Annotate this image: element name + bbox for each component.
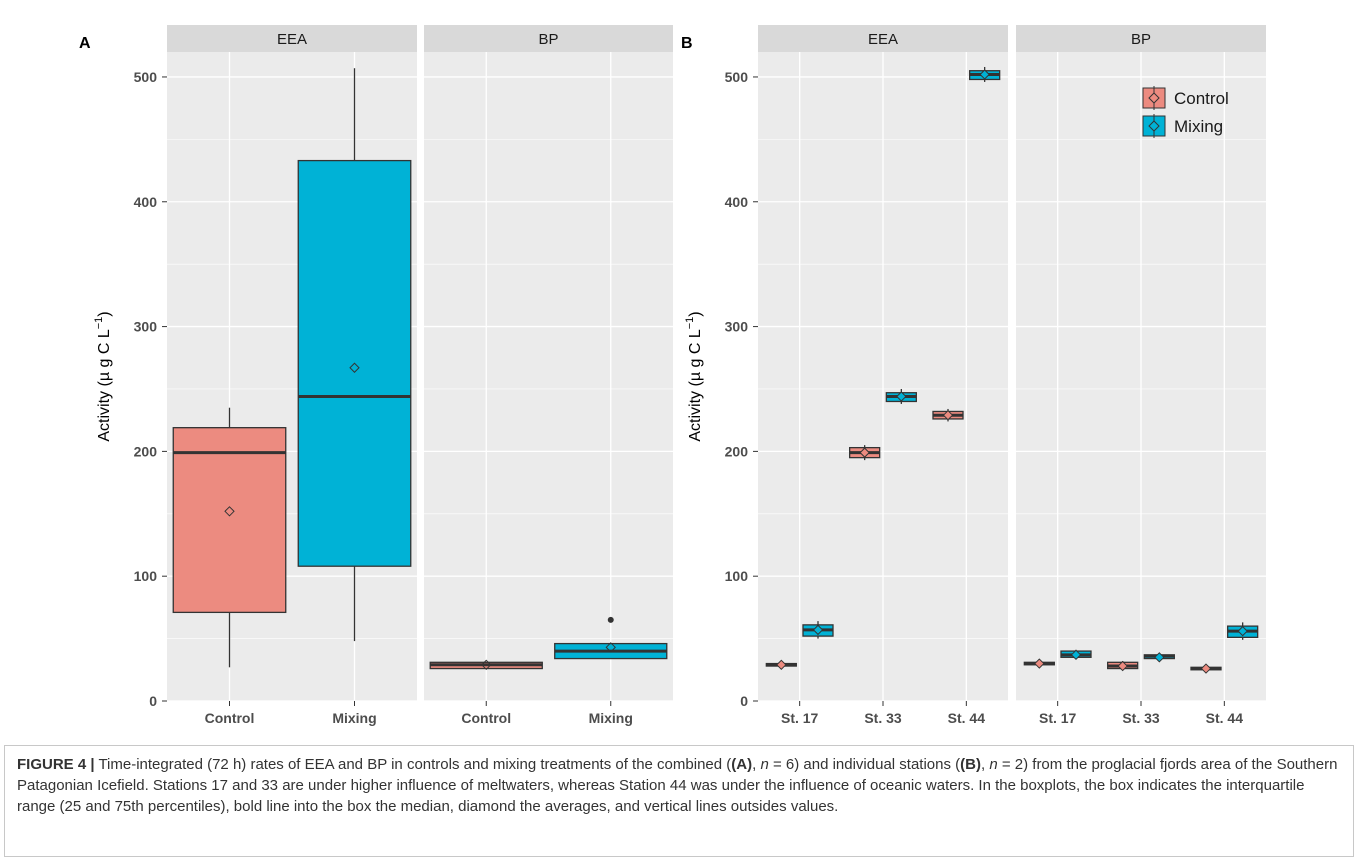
facet-strip <box>758 25 1008 52</box>
mean-diamond <box>605 642 616 653</box>
x-tick-label: Control <box>461 710 511 726</box>
facet-strip-label: BP <box>1131 31 1151 48</box>
box-mixing <box>802 621 834 639</box>
x-tick-label: St. 44 <box>948 710 986 726</box>
facet-bp: BP Control Mixing <box>424 25 673 726</box>
box-mixing <box>1060 649 1092 661</box>
box-control <box>429 659 543 671</box>
y-axis-label: Activity (µ g C L−1) <box>93 311 113 441</box>
facet-strip <box>167 25 417 52</box>
box-control <box>1190 663 1222 674</box>
facet-eea: EEA Control Mixing <box>167 25 417 726</box>
mean-diamond <box>481 659 492 671</box>
y-tick-label: 300 <box>134 319 158 335</box>
x-tick-label: Mixing <box>589 710 633 726</box>
facet-strip-label: EEA <box>277 31 307 48</box>
box-mixing <box>969 66 1001 82</box>
box-control <box>1023 658 1055 669</box>
box-mixing <box>1227 622 1259 640</box>
facet-strip-label: EEA <box>868 31 898 48</box>
mean-diamond <box>224 506 235 517</box>
mean-diamond <box>979 69 990 80</box>
mean-diamond <box>1034 658 1045 669</box>
mean-diamond <box>1117 660 1128 672</box>
x-tick-label: St. 17 <box>1039 710 1077 726</box>
caption-part-3: = 6) and individual stations ( <box>768 756 961 773</box>
y-axis-label: Activity (µ g C L−1) <box>684 311 704 441</box>
caption-box: FIGURE 4 | Time-integrated (72 h) rates … <box>4 745 1354 857</box>
legend-entry-mixing: Mixing <box>1142 114 1223 138</box>
x-tick-label: St. 33 <box>864 710 902 726</box>
mean-diamond <box>859 447 870 458</box>
caption-n-b: n <box>989 756 998 773</box>
outlier-point <box>607 616 614 623</box>
legend-label: Mixing <box>1174 117 1223 136</box>
caption-n-a: n <box>760 756 769 773</box>
box-control <box>172 407 287 668</box>
mean-diamond <box>942 409 954 421</box>
legend: Control Mixing <box>1142 86 1229 138</box>
facet-strip-label: BP <box>538 31 558 48</box>
y-tick-label: 400 <box>134 194 158 210</box>
plot-background <box>424 52 673 701</box>
y-tick-label: 0 <box>740 693 748 709</box>
x-tick-label: Mixing <box>332 710 376 726</box>
y-tick-label: 500 <box>134 69 158 85</box>
mean-diamond <box>812 624 824 636</box>
caption-part-5: = 2) from the proglacial fjords area of … <box>17 756 1338 815</box>
mean-diamond <box>349 362 360 373</box>
x-tick-label: Control <box>205 710 255 726</box>
figure-4: A 0 100 200 300 400 500 Activity (µ g C L−1) EEA… <box>79 25 1266 726</box>
caption-panel-a: (A) <box>731 756 753 773</box>
facet-strip <box>1016 25 1266 52</box>
box-mixing <box>297 68 412 642</box>
iqr-box <box>172 427 287 614</box>
figure-caption: FIGURE 4 | Time-integrated (72 h) rates … <box>17 754 1343 817</box>
mean-diamond <box>1070 649 1082 661</box>
y-tick-label: 400 <box>725 194 749 210</box>
box-control <box>932 408 964 422</box>
panel-a: A 0 100 200 300 400 500 Activity (µ g C L−1) EEA… <box>79 25 673 726</box>
caption-part-4: , <box>980 756 990 773</box>
caption-panel-b: (B) <box>960 756 981 773</box>
box-mixing <box>885 388 917 404</box>
facet-bp: BP St. 17 St. 33 St. 44 <box>1016 25 1266 726</box>
panel-b: B 0 100 200 300 400 500 Activity (µ g C L−1) EEA… <box>681 25 1266 726</box>
legend-key-diamond <box>1148 92 1160 104</box>
y-tick-label: 200 <box>134 443 158 459</box>
caption-label: FIGURE 4 | <box>17 756 95 773</box>
legend-entry-control: Control <box>1142 86 1229 110</box>
panel-label: A <box>79 35 91 52</box>
y-tick-label: 500 <box>725 69 749 85</box>
mean-diamond <box>896 391 907 402</box>
y-tick-label: 100 <box>725 568 749 584</box>
x-tick-label: St. 44 <box>1206 710 1244 726</box>
x-tick-label: St. 33 <box>1122 710 1160 726</box>
box-mixing <box>1143 652 1175 663</box>
box-control <box>849 445 881 461</box>
box-control <box>765 659 797 671</box>
box-mixing <box>554 616 668 660</box>
mean-diamond <box>1237 625 1248 637</box>
facet-eea: EEA St. 17 St. 33 St. 44 <box>758 25 1008 726</box>
caption-part-2: , <box>752 756 761 773</box>
y-tick-label: 300 <box>725 319 749 335</box>
panel-label: B <box>681 35 693 52</box>
x-tick-label: St. 17 <box>781 710 819 726</box>
box-control <box>1107 660 1139 672</box>
mean-diamond <box>776 659 787 671</box>
facet-strip <box>424 25 673 52</box>
legend-label: Control <box>1174 89 1229 108</box>
y-tick-label: 200 <box>725 443 749 459</box>
mean-diamond <box>1154 652 1165 663</box>
mean-diamond <box>1200 663 1212 674</box>
caption-part-1: Time-integrated (72 h) rates of EEA and … <box>94 756 732 773</box>
y-tick-label: 0 <box>149 693 157 709</box>
legend-key-diamond <box>1148 120 1160 132</box>
y-tick-label: 100 <box>134 568 158 584</box>
